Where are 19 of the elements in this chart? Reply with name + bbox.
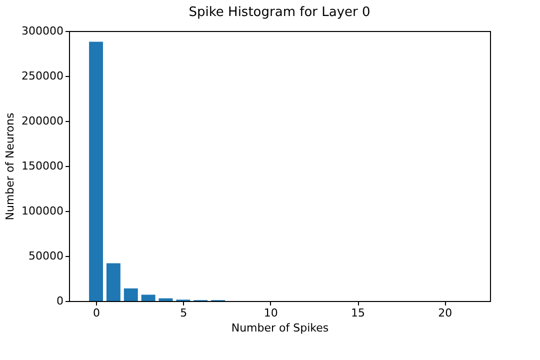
y-tick-label: 300000 xyxy=(22,24,64,38)
x-tick-label: 5 xyxy=(180,306,188,320)
bar xyxy=(106,263,120,301)
x-tick-label: 20 xyxy=(438,306,452,320)
y-tick-label: 100000 xyxy=(22,204,64,218)
x-tick-label: 0 xyxy=(93,306,100,320)
x-axis-title: Number of Spikes xyxy=(231,322,329,334)
x-tick-label: 10 xyxy=(264,306,278,320)
y-tick-label: 150000 xyxy=(22,160,64,172)
bar xyxy=(141,294,156,301)
y-tick-label: 50000 xyxy=(28,250,64,262)
y-axis-title: Number of Neurons xyxy=(4,112,17,220)
y-tick-label: 250000 xyxy=(22,70,64,82)
x-tick-label: 15 xyxy=(351,306,366,320)
bar xyxy=(89,42,103,301)
chart-title: Spike Histogram for Layer 0 xyxy=(188,5,370,20)
y-tick-label: 200000 xyxy=(22,114,64,128)
y-tick-label: 0 xyxy=(56,294,64,308)
bar xyxy=(124,288,138,301)
